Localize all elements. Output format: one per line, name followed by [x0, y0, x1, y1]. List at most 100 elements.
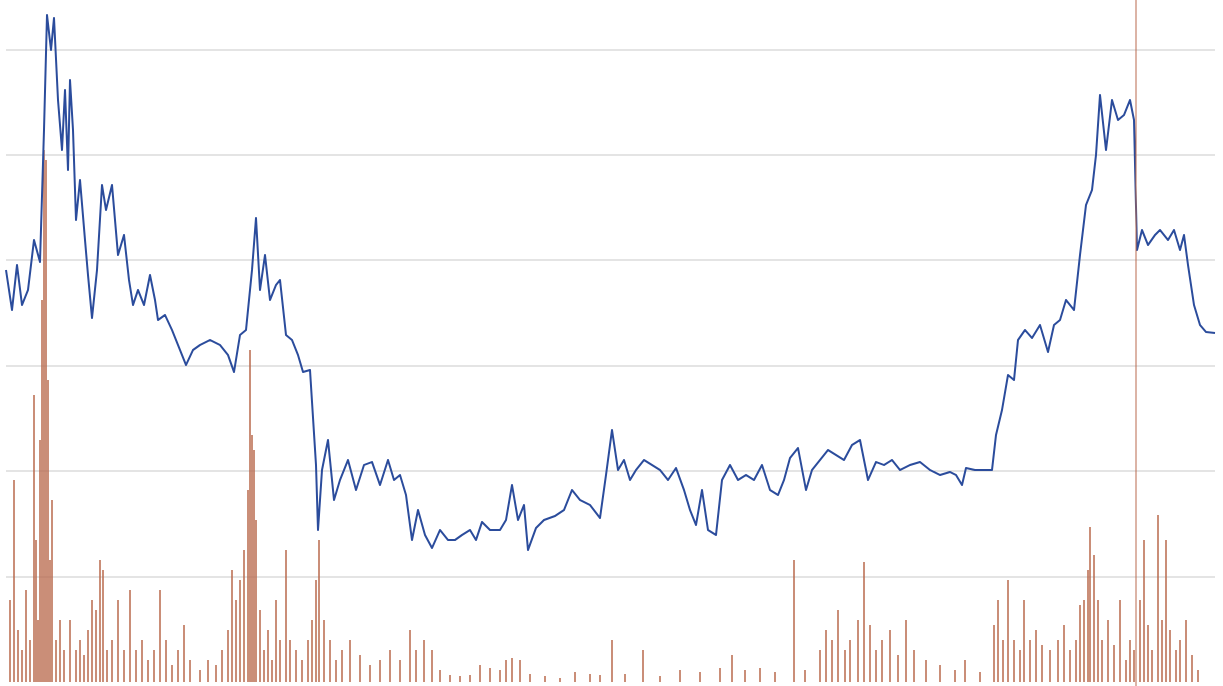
- bar: [1143, 540, 1145, 682]
- bar: [574, 672, 576, 682]
- bar: [87, 630, 89, 682]
- bar: [1083, 600, 1085, 682]
- bar: [804, 670, 806, 682]
- bar: [199, 670, 201, 682]
- bar: [449, 675, 451, 682]
- bar: [505, 660, 507, 682]
- bar: [37, 620, 39, 682]
- bar: [69, 620, 71, 682]
- bar: [863, 562, 865, 682]
- bar: [83, 655, 85, 682]
- bar: [51, 500, 53, 682]
- bar: [415, 650, 417, 682]
- bar: [642, 650, 644, 682]
- bar: [1125, 660, 1127, 682]
- bar: [1133, 650, 1135, 682]
- bar: [49, 560, 51, 682]
- bar: [341, 650, 343, 682]
- bar: [95, 610, 97, 682]
- bar: [159, 590, 161, 682]
- bar: [135, 650, 137, 682]
- bar: [251, 435, 253, 682]
- bar: [857, 620, 859, 682]
- bar: [106, 650, 108, 682]
- bar: [819, 650, 821, 682]
- bar: [964, 660, 966, 682]
- bar: [9, 600, 11, 682]
- bar: [389, 650, 391, 682]
- bar: [335, 660, 337, 682]
- bar: [939, 665, 941, 682]
- bar: [99, 560, 101, 682]
- bar: [41, 300, 43, 682]
- bar: [913, 650, 915, 682]
- bar: [1002, 640, 1004, 682]
- bar: [379, 660, 381, 682]
- bar: [431, 650, 433, 682]
- bar: [111, 640, 113, 682]
- bar: [881, 640, 883, 682]
- bar: [1057, 640, 1059, 682]
- bar: [1013, 640, 1015, 682]
- bar: [183, 625, 185, 682]
- bar: [844, 650, 846, 682]
- bar: [423, 640, 425, 682]
- bar: [227, 630, 229, 682]
- bar: [25, 590, 27, 682]
- bar: [519, 660, 521, 682]
- bar: [1101, 640, 1103, 682]
- bar: [1157, 515, 1159, 682]
- bar: [529, 674, 531, 682]
- bar: [511, 658, 513, 682]
- bar: [307, 640, 309, 682]
- bar: [263, 650, 265, 682]
- bar: [29, 640, 31, 682]
- bar: [1197, 670, 1199, 682]
- bar: [359, 655, 361, 682]
- bar: [905, 620, 907, 682]
- bar: [141, 640, 143, 682]
- bar: [271, 660, 273, 682]
- bar: [55, 640, 57, 682]
- bar: [267, 630, 269, 682]
- bar: [1079, 605, 1081, 682]
- bar: [47, 380, 49, 682]
- bar: [221, 650, 223, 682]
- bar: [774, 672, 776, 682]
- bar: [659, 676, 661, 682]
- bar: [289, 640, 291, 682]
- bar: [544, 676, 546, 682]
- volume-bars: [9, 150, 1199, 682]
- bar: [1107, 620, 1109, 682]
- bar: [849, 640, 851, 682]
- bar: [1175, 650, 1177, 682]
- bar: [315, 580, 317, 682]
- bar: [1139, 600, 1141, 682]
- bar: [1129, 640, 1131, 682]
- bar: [295, 650, 297, 682]
- line: [5, 14, 1216, 551]
- grid: [6, 49, 1215, 578]
- bar: [189, 660, 191, 682]
- bar: [1147, 625, 1149, 682]
- bar: [925, 660, 927, 682]
- bar: [837, 610, 839, 682]
- bar: [993, 625, 995, 682]
- bar: [599, 675, 601, 682]
- bar: [63, 650, 65, 682]
- bar: [1185, 620, 1187, 682]
- bar: [699, 672, 701, 682]
- bar: [1089, 527, 1091, 682]
- bar: [469, 675, 471, 682]
- bar: [559, 678, 561, 682]
- bar: [831, 640, 833, 682]
- bar: [399, 660, 401, 682]
- bar: [301, 660, 303, 682]
- bar: [153, 650, 155, 682]
- bar: [285, 550, 287, 682]
- bar: [1063, 625, 1065, 682]
- bar: [255, 520, 257, 682]
- bar: [1075, 640, 1077, 682]
